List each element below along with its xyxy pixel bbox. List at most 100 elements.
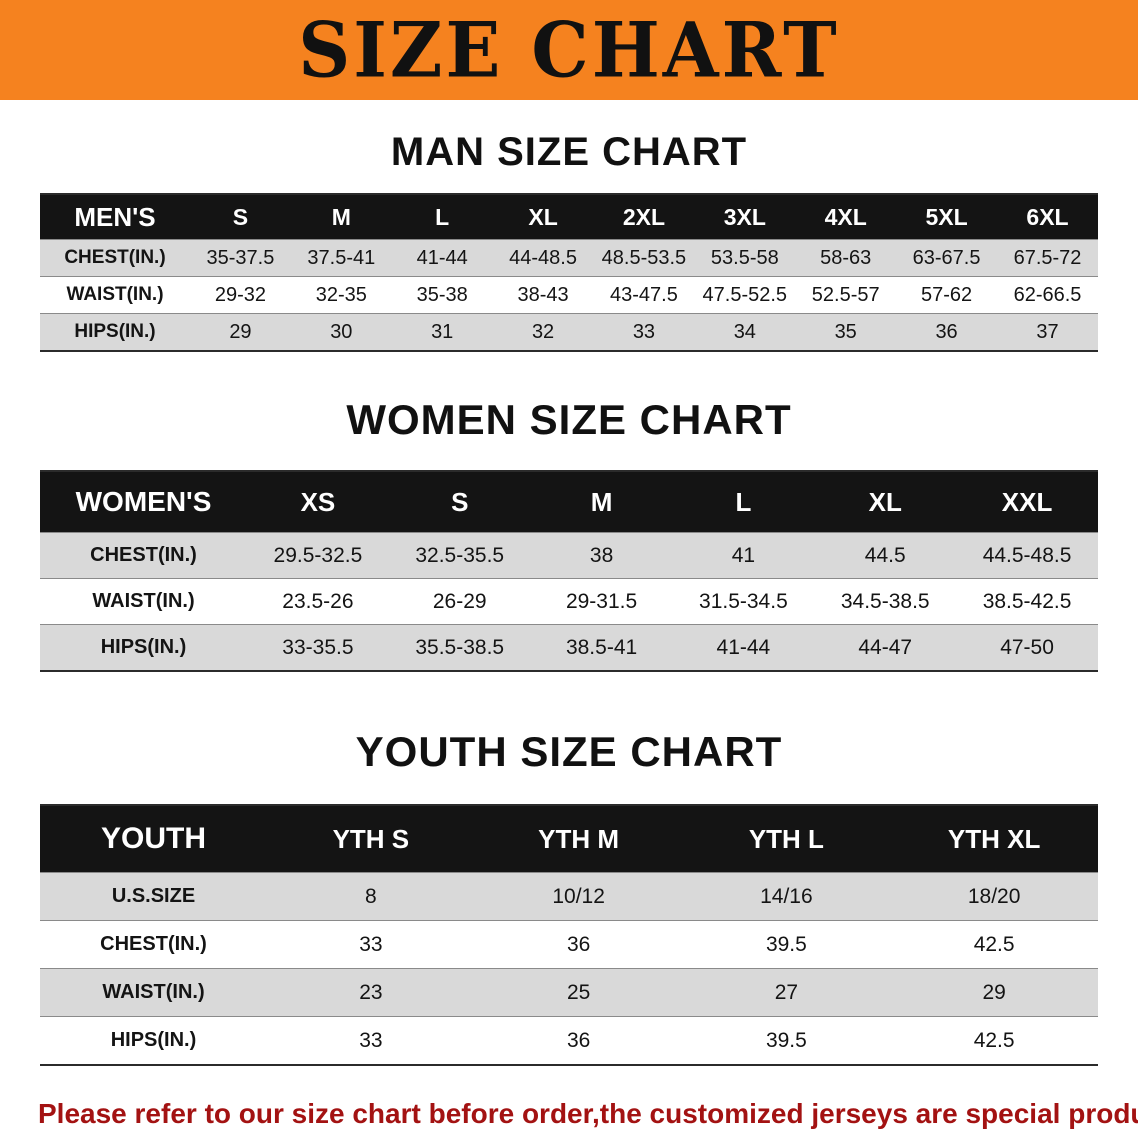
table-row: CHEST(IN.) 29.5-32.5 32.5-35.5 38 41 44.5 44.5… bbox=[40, 532, 1098, 579]
size-value-cell: 18/20 bbox=[890, 872, 1098, 921]
column-header: XS bbox=[247, 471, 389, 533]
size-value-cell: 67.5-72 bbox=[997, 239, 1098, 277]
size-value-cell: 43-47.5 bbox=[593, 276, 695, 314]
size-value-cell: 36 bbox=[474, 1016, 683, 1065]
size-value-cell: 32.5-35.5 bbox=[388, 532, 531, 579]
size-value-cell: 42.5 bbox=[890, 1016, 1098, 1065]
column-header: YTH L bbox=[682, 805, 891, 873]
youth-section-heading: YOUTH SIZE CHART bbox=[355, 728, 783, 775]
table-row: CHEST(IN.) 33 36 39.5 42.5 bbox=[40, 920, 1098, 969]
column-header: M bbox=[290, 194, 392, 240]
column-header: L bbox=[391, 194, 493, 240]
size-value-cell: 29.5-32.5 bbox=[247, 532, 389, 579]
size-value-cell: 44.5 bbox=[814, 532, 957, 579]
column-header: XXL bbox=[956, 471, 1098, 533]
banner-title: SIZE CHART bbox=[298, 4, 840, 95]
table-row: WAIST(IN.) 23.5-26 26-29 29-31.5 31.5-34.5 34… bbox=[40, 578, 1098, 625]
size-value-cell: 44-47 bbox=[814, 624, 957, 671]
size-value-cell: 31.5-34.5 bbox=[672, 578, 815, 625]
size-value-cell: 25 bbox=[474, 968, 683, 1017]
column-header: S bbox=[190, 194, 291, 240]
row-label: WAIST(IN.) bbox=[40, 578, 247, 625]
table-header-row: WOMEN'S XS S M L XL XXL bbox=[40, 471, 1098, 533]
row-label: U.S.SIZE bbox=[40, 872, 267, 921]
women-size-section: WOMEN SIZE CHART WOMEN'S XS S M L XL XXL CHEST… bbox=[0, 352, 1138, 672]
size-value-cell: 41 bbox=[672, 532, 815, 579]
size-value-cell: 33 bbox=[267, 920, 475, 969]
size-value-cell: 29-31.5 bbox=[530, 578, 673, 625]
table-row: HIPS(IN.) 33-35.5 35.5-38.5 38.5-41 41-44 44-… bbox=[40, 624, 1098, 671]
table-corner-label: MEN'S bbox=[40, 194, 190, 240]
table-header-row: MEN'S S M L XL 2XL 3XL 4XL 5XL 6XL bbox=[40, 194, 1098, 240]
disclaimer-line-1: Please refer to our size chart before or… bbox=[38, 1098, 1138, 1129]
size-value-cell: 44.5-48.5 bbox=[956, 532, 1098, 579]
youth-size-table: YOUTH YTH S YTH M YTH L YTH XL U.S.SIZE 8 10/1… bbox=[40, 804, 1098, 1066]
women-section-heading: WOMEN SIZE CHART bbox=[346, 396, 792, 443]
size-value-cell: 44-48.5 bbox=[492, 239, 594, 277]
size-value-cell: 47-50 bbox=[956, 624, 1098, 671]
size-value-cell: 63-67.5 bbox=[896, 239, 997, 277]
table-header-row: YOUTH YTH S YTH M YTH L YTH XL bbox=[40, 805, 1098, 873]
column-header: 3XL bbox=[694, 194, 796, 240]
size-chart-banner: SIZE CHART bbox=[0, 0, 1138, 100]
size-value-cell: 62-66.5 bbox=[997, 276, 1098, 314]
size-value-cell: 23.5-26 bbox=[247, 578, 389, 625]
column-header: XL bbox=[814, 471, 957, 533]
row-label: HIPS(IN.) bbox=[40, 313, 190, 351]
size-value-cell: 36 bbox=[474, 920, 683, 969]
row-label: CHEST(IN.) bbox=[40, 532, 247, 579]
size-value-cell: 41-44 bbox=[672, 624, 815, 671]
men-size-table: MEN'S S M L XL 2XL 3XL 4XL 5XL 6XL CHEST(IN.) 35-3… bbox=[40, 193, 1098, 352]
size-value-cell: 35.5-38.5 bbox=[388, 624, 531, 671]
row-label: HIPS(IN.) bbox=[40, 624, 247, 671]
table-row: HIPS(IN.) 29 30 31 32 33 34 35 36 37 bbox=[40, 313, 1098, 351]
size-value-cell: 30 bbox=[290, 313, 392, 351]
size-value-cell: 29 bbox=[190, 313, 291, 351]
column-header: 6XL bbox=[997, 194, 1098, 240]
table-corner-label: WOMEN'S bbox=[40, 471, 247, 533]
size-value-cell: 33 bbox=[267, 1016, 475, 1065]
column-header: M bbox=[530, 471, 673, 533]
column-header: S bbox=[388, 471, 531, 533]
size-value-cell: 52.5-57 bbox=[795, 276, 897, 314]
men-section-heading: MAN SIZE CHART bbox=[390, 130, 748, 174]
row-label: CHEST(IN.) bbox=[40, 920, 267, 969]
column-header: YTH S bbox=[267, 805, 475, 873]
row-label: CHEST(IN.) bbox=[40, 239, 190, 277]
size-value-cell: 14/16 bbox=[682, 872, 891, 921]
size-value-cell: 10/12 bbox=[474, 872, 683, 921]
size-value-cell: 23 bbox=[267, 968, 475, 1017]
column-header: 5XL bbox=[896, 194, 997, 240]
table-row: HIPS(IN.) 33 36 39.5 42.5 bbox=[40, 1016, 1098, 1065]
size-value-cell: 38-43 bbox=[492, 276, 594, 314]
size-value-cell: 29-32 bbox=[190, 276, 291, 314]
size-value-cell: 37 bbox=[997, 313, 1098, 351]
size-value-cell: 27 bbox=[682, 968, 891, 1017]
size-value-cell: 36 bbox=[896, 313, 997, 351]
size-value-cell: 42.5 bbox=[890, 920, 1098, 969]
size-value-cell: 33 bbox=[593, 313, 695, 351]
women-size-table: WOMEN'S XS S M L XL XXL CHEST(IN.) 29.5-32.5 32.… bbox=[40, 470, 1098, 672]
column-header: YTH M bbox=[474, 805, 683, 873]
size-value-cell: 38.5-42.5 bbox=[956, 578, 1098, 625]
size-value-cell: 32-35 bbox=[290, 276, 392, 314]
row-label: HIPS(IN.) bbox=[40, 1016, 267, 1065]
youth-size-section: YOUTH SIZE CHART YOUTH YTH S YTH M YTH L YTH… bbox=[0, 672, 1138, 1066]
size-value-cell: 8 bbox=[267, 872, 475, 921]
disclaimer-text: Please refer to our size chart before or… bbox=[38, 1092, 1138, 1132]
size-value-cell: 41-44 bbox=[391, 239, 493, 277]
size-value-cell: 32 bbox=[492, 313, 594, 351]
column-header: L bbox=[672, 471, 815, 533]
size-value-cell: 31 bbox=[391, 313, 493, 351]
table-corner-label: YOUTH bbox=[40, 805, 267, 873]
column-header: YTH XL bbox=[890, 805, 1098, 873]
size-value-cell: 47.5-52.5 bbox=[694, 276, 796, 314]
row-label: WAIST(IN.) bbox=[40, 968, 267, 1017]
table-row: CHEST(IN.) 35-37.5 37.5-41 41-44 44-48.5 48.5… bbox=[40, 239, 1098, 277]
size-value-cell: 53.5-58 bbox=[694, 239, 796, 277]
size-value-cell: 35 bbox=[795, 313, 897, 351]
size-value-cell: 48.5-53.5 bbox=[593, 239, 695, 277]
size-value-cell: 38 bbox=[530, 532, 673, 579]
size-value-cell: 39.5 bbox=[682, 1016, 891, 1065]
size-value-cell: 35-37.5 bbox=[190, 239, 291, 277]
